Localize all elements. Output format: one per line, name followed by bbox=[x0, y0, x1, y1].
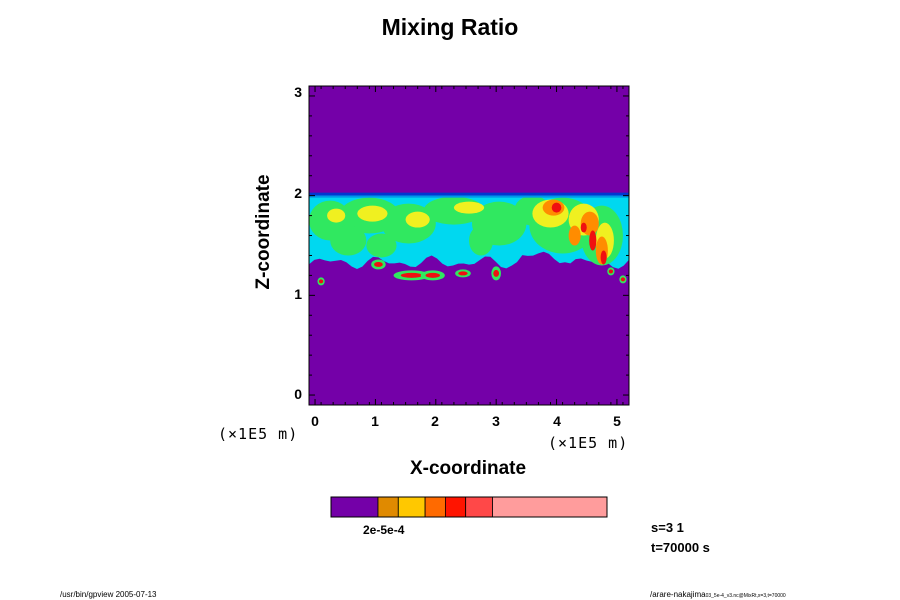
colorbar-swatch bbox=[492, 496, 608, 518]
x-tick-label: 5 bbox=[613, 413, 621, 429]
y-tick-label: 1 bbox=[294, 286, 302, 302]
x-tick-label: 2 bbox=[431, 413, 439, 429]
x-tick-label: 0 bbox=[311, 413, 319, 429]
colorbar-swatch bbox=[397, 496, 426, 518]
field-blob-core bbox=[374, 261, 383, 267]
x-tick-label: 1 bbox=[371, 413, 379, 429]
field-yellow-patch bbox=[453, 201, 485, 214]
field-blob-core bbox=[400, 272, 423, 278]
x-tick-label: 3 bbox=[492, 413, 500, 429]
footer-right: /arare-nakajima03_5e-4_v3.nc@MixRt,x=3,t… bbox=[650, 590, 786, 599]
plot-frame bbox=[308, 85, 630, 406]
field-blob-core bbox=[620, 277, 626, 282]
x-unit-label: (×1E5 m) bbox=[548, 434, 629, 452]
field-green-patch bbox=[469, 225, 494, 256]
colorbar-frame bbox=[330, 496, 608, 518]
colorbar-label: 2e-5e-4 bbox=[363, 523, 405, 537]
y-tick-label: 0 bbox=[294, 386, 302, 402]
field-red-patch bbox=[580, 222, 587, 233]
field-layer-group bbox=[309, 192, 629, 286]
x-axis-label: X-coordinate bbox=[409, 458, 527, 479]
field-red-patch bbox=[600, 250, 607, 265]
field-red-patch bbox=[551, 202, 562, 213]
field-blob-core bbox=[425, 272, 441, 278]
field-blob-core bbox=[318, 279, 324, 284]
colorbar-swatch bbox=[330, 496, 379, 518]
z-unit-label: (×1E5 m) bbox=[218, 425, 299, 443]
field-yellow-patch bbox=[327, 208, 346, 223]
chart-title: Mixing Ratio bbox=[381, 14, 519, 40]
info-step: s=3 1 bbox=[651, 520, 684, 535]
field-blob-core bbox=[608, 269, 614, 274]
colorbar-swatch bbox=[465, 496, 493, 518]
field-green-patch bbox=[366, 233, 397, 258]
field-orange-patch bbox=[568, 225, 581, 246]
field-red-patch bbox=[589, 230, 597, 251]
field-blob-core bbox=[493, 269, 500, 277]
info-time: t=70000 s bbox=[651, 540, 710, 555]
field-blob-core bbox=[458, 271, 468, 276]
footer-left: /usr/bin/gpview 2005-07-13 bbox=[60, 590, 157, 599]
layer-top-line-light bbox=[309, 195, 629, 198]
field-yellow-patch bbox=[405, 211, 430, 228]
y-tick-label: 3 bbox=[294, 84, 302, 100]
layer-top-line bbox=[309, 192, 629, 196]
field-yellow-patch bbox=[357, 205, 388, 222]
colorbar-swatch bbox=[424, 496, 446, 518]
y-tick-label: 2 bbox=[294, 185, 302, 201]
field-green-patch bbox=[330, 225, 367, 256]
x-tick-label: 4 bbox=[553, 413, 561, 429]
colorbar-swatch bbox=[377, 496, 399, 518]
colorbar-swatch bbox=[444, 496, 467, 518]
